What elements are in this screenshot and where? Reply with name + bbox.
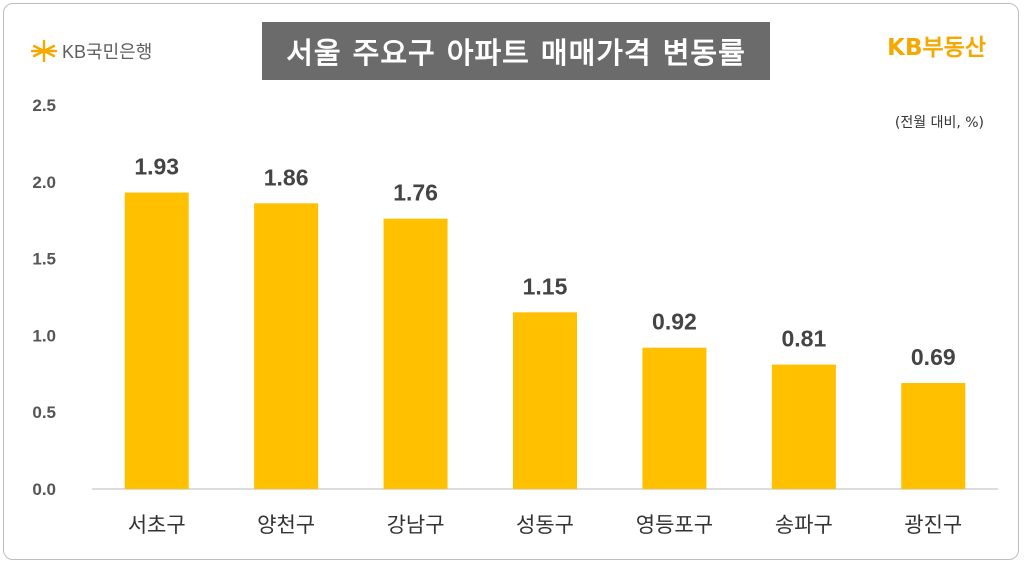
y-tick-label: 1.5 <box>32 250 56 269</box>
x-tick-label: 서초구 <box>128 513 186 537</box>
y-axis: 0.0 0.5 1.0 1.5 2.0 2.5 <box>32 96 56 499</box>
bar <box>513 312 577 489</box>
x-tick-label: 강남구 <box>387 513 445 537</box>
x-axis-labels: 서초구 양천구 강남구 성동구 영등포구 송파구 광진구 <box>128 513 963 537</box>
data-label: 1.93 <box>134 154 179 180</box>
y-tick-label: 0.5 <box>32 403 56 422</box>
y-tick-label: 2.0 <box>32 173 56 192</box>
x-tick-label: 영등포구 <box>636 513 713 537</box>
x-tick-label: 송파구 <box>775 513 833 537</box>
data-label: 0.81 <box>781 326 826 352</box>
bar <box>901 383 966 489</box>
y-tick-label: 0.0 <box>32 480 56 499</box>
bar <box>771 364 836 489</box>
x-tick-label: 광진구 <box>904 513 962 537</box>
bar <box>642 347 707 489</box>
bar <box>124 192 189 489</box>
data-label: 1.86 <box>264 164 309 190</box>
y-tick-label: 2.5 <box>32 96 56 115</box>
chart-title: 서울 주요구 아파트 매매가격 변동률 <box>262 22 770 80</box>
bar <box>254 203 319 489</box>
bank-logo-text: KB국민은행 <box>62 42 153 62</box>
y-tick-label: 1.0 <box>32 326 56 345</box>
data-label: 1.76 <box>393 180 438 206</box>
bars <box>124 192 966 489</box>
bar <box>383 218 448 489</box>
data-label: 1.15 <box>523 273 568 299</box>
x-tick-label: 양천구 <box>257 513 315 537</box>
data-labels: 1.93 1.86 1.76 1.15 0.92 0.81 0.69 <box>134 154 955 370</box>
kb-realty-brand: KB부동산 <box>887 35 986 61</box>
data-label: 0.92 <box>652 309 697 335</box>
unit-note: (전월 대비, %) <box>894 115 984 131</box>
kb-bank-logo: KB국민은행 <box>30 38 152 64</box>
kb-star-logo-icon <box>30 39 58 63</box>
x-tick-label: 성동구 <box>516 513 574 537</box>
data-label: 0.69 <box>911 344 956 370</box>
